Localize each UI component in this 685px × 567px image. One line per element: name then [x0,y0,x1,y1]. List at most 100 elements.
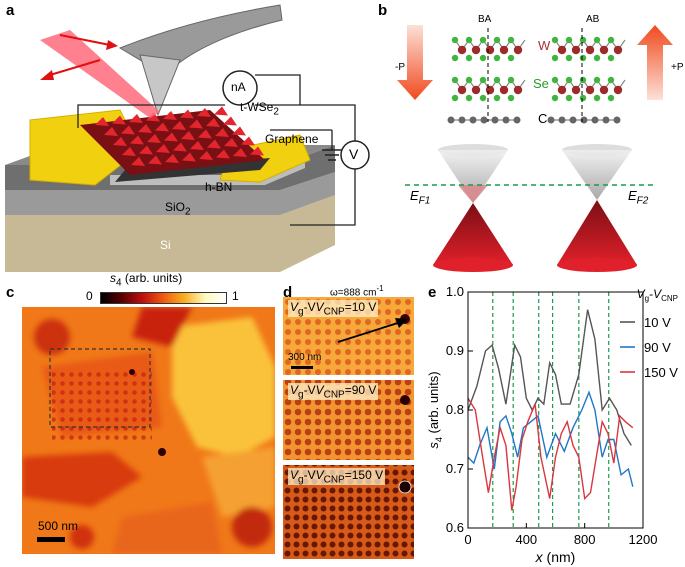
series-line-150v [467,397,634,511]
selenium-atom [565,76,573,84]
voltmeter-circle [340,140,370,170]
selenium-atom [551,94,559,102]
moire-triangle [214,106,228,116]
dirac-cone-right-upper [562,150,632,200]
selenium-atom [593,36,601,44]
colorbar-title: s4 (arb. units) [110,271,183,289]
positive-polarization-arrow [637,25,673,100]
selenium-atom [479,94,487,102]
carbon-label: C [538,111,548,126]
moire-triangle [197,108,211,117]
selenium-atom [465,36,473,44]
si-substrate [5,195,335,272]
scale-bar-d-label: 300 nm [288,352,322,363]
tungsten-atom [613,45,623,55]
fermi-level-left-label: EF1 [410,188,431,207]
moire-triangle [138,124,152,133]
moire-triangle [232,126,246,136]
tungsten-atom [571,85,581,95]
gate-label-150v: Vg-VVCNP=150 V [288,468,386,486]
selenium-atom [507,36,515,44]
tungsten-atom [557,85,567,95]
stacking-label-ab: AB [586,14,600,25]
negative-polarization-label: -P [395,62,405,73]
tungsten-atom [613,85,623,95]
moire-triangle [224,138,238,147]
moire-triangle [223,116,237,126]
selenium-atom [607,94,615,102]
selenium-atom [451,94,459,102]
tungsten-atom [457,85,467,95]
selenium-atom [565,36,573,44]
substrate-label: Si [160,238,171,252]
moire-triangle [180,109,194,119]
current-meter-circle [222,70,258,106]
dirac-cone-left-lower [433,203,513,265]
oxide-label: SiO2 [165,200,191,218]
moire-triangle [216,149,230,159]
tungsten-atom [599,45,609,55]
moire-triangle [181,131,195,140]
selenium-atom [565,94,573,102]
moire-triangle [190,141,204,150]
tungsten-atom [585,45,595,55]
moire-triangle [199,151,213,160]
x-tick-label: 800 [574,532,596,547]
panel-b-letter: b [378,2,388,19]
panel-c-letter: c [6,284,15,301]
moire-triangle [198,129,212,139]
tungsten-atom [471,45,481,55]
y-tick-label: 0.8 [446,402,464,417]
colorbar-max-label: 1 [232,289,239,303]
legend-entry: 90 V [644,340,671,355]
moire-triangle [250,146,264,156]
tungsten-atom [599,85,609,95]
y-tick-label: 0.9 [446,343,464,358]
panel-d-letter: d [283,284,293,301]
line-chart-e: 0 400 800 1200 0.6 0.7 0.8 0.9 1.0 x (nm) s4 (arb.… [426,284,678,565]
selenium-atom [493,94,501,102]
snom-image-large [22,307,275,554]
tungsten-atom [485,85,495,95]
current-meter-label: nA [231,80,246,94]
moire-triangle [139,145,153,155]
voltmeter-label: V [349,146,359,162]
tungsten-atom [513,85,523,95]
legend-entry: 150 V [644,365,678,380]
selenium-atom [593,94,601,102]
sio2-layer [5,172,335,215]
moire-triangle [148,155,162,165]
selenium-atom [579,76,587,84]
moire-triangle [131,157,145,166]
moire-triangle [189,119,203,129]
legend-title: Vg-VCNP [637,287,678,303]
twisted-layer-label: t-WSe2 [240,100,279,118]
moire-triangle [113,137,127,146]
selenium-atom [607,76,615,84]
graphene-layer [115,158,270,182]
moire-triangle [164,132,178,142]
selenium-atom [493,36,501,44]
selenium-atom [593,76,601,84]
selenium-atom [565,54,573,62]
moire-triangle [112,115,126,125]
dirac-cone-right-lower [557,200,637,265]
selenium-atom [551,54,559,62]
tungsten-atom [457,45,467,55]
selenium-atom [479,54,487,62]
selenium-atom [551,36,559,44]
moire-triangle [165,154,179,163]
selenium-atom [493,76,501,84]
tungsten-atom [557,45,567,55]
selenium-atom [465,94,473,102]
selenium-atom [493,54,501,62]
moire-triangle [241,136,255,146]
moire-triangle [121,125,135,135]
gate-label-10v: Vg-VVCNP=10 V [288,300,379,318]
frequency-label: ω=888 cm-1 [330,284,384,299]
selenium-atom [579,54,587,62]
zoom-region-box [49,348,151,428]
moire-triangle [146,112,160,122]
y-tick-label: 0.6 [446,520,464,535]
panel-a-letter: a [6,2,15,19]
